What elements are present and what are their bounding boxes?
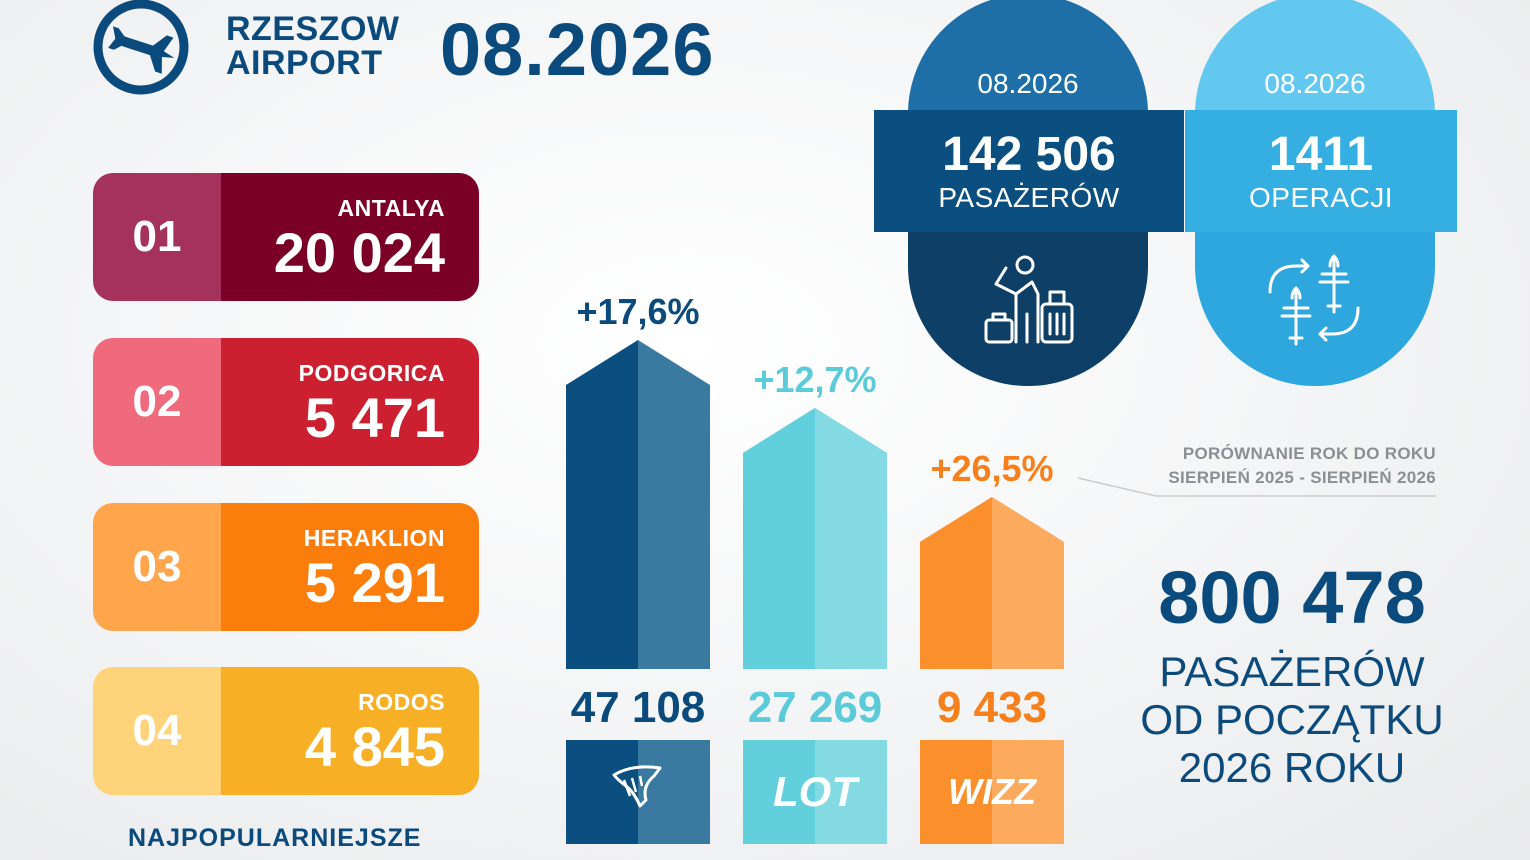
- destination-card-2: 02 PODGORICA 5 471: [93, 338, 479, 466]
- destination-city: RODOS: [358, 689, 445, 715]
- passengers-period: 08.2026: [977, 68, 1079, 99]
- ytd-caption-line3: 2026 ROKU: [1178, 744, 1406, 791]
- bar-change-label: +17,6%: [576, 291, 699, 332]
- destination-rank: 01: [93, 173, 221, 301]
- airline-logo-tile-left: [566, 740, 638, 844]
- ryanair-logo-icon: [612, 765, 662, 808]
- comparison-note-line1: PORÓWNANIE ROK DO ROKU: [1182, 444, 1436, 463]
- destination-rank: 02: [93, 338, 221, 466]
- ytd-caption-line1: PASAŻERÓW: [1159, 648, 1425, 695]
- destination-passengers: 4 845: [304, 715, 445, 778]
- wizz-logo-text: WIZZ: [948, 771, 1038, 812]
- planes-arrows-icon: [1268, 254, 1360, 346]
- destination-card-1: 01 ANTALYA 20 024: [93, 173, 479, 301]
- bar-3-left: [920, 496, 992, 669]
- passengers-band: 142 506 PASAŻERÓW: [874, 110, 1184, 232]
- airline-logo-tile-left: [920, 740, 992, 844]
- passengers-total: 142 506: [942, 128, 1116, 181]
- operations-band: 1411 OPERACJI: [1185, 110, 1457, 232]
- bar-1-left: [566, 340, 638, 669]
- airport-name: RZESZOW AIRPORT: [226, 12, 399, 80]
- airline-logo-tile-right: [815, 740, 887, 844]
- bar-change-label: +26,5%: [930, 448, 1053, 489]
- bar-change-label: +12,7%: [753, 359, 876, 400]
- ytd-caption-line2: OD POCZĄTKU: [1140, 696, 1444, 743]
- destination-city: PODGORICA: [298, 360, 445, 386]
- ytd-caption: PASAŻERÓW OD POCZĄTKU 2026 ROKU: [1110, 648, 1474, 792]
- airline-logo-tile-right: [638, 740, 710, 844]
- destination-city: HERAKLION: [303, 525, 445, 551]
- destination-passengers: 5 471: [304, 386, 445, 449]
- bar-value-label: 47 108: [571, 683, 706, 732]
- airline-logo-tile-left: [743, 740, 815, 844]
- lot-logo-text: LOT: [773, 768, 860, 815]
- destination-card-3: 03 HERAKLION 5 291: [93, 503, 479, 631]
- ryanair-harp-strings: [622, 775, 644, 797]
- airport-name-line2: AIRPORT: [226, 44, 383, 82]
- operations-period: 08.2026: [1264, 68, 1366, 99]
- bar-3-right: [992, 496, 1064, 669]
- bar-2-right: [815, 407, 887, 669]
- destination-city: ANTALYA: [337, 195, 445, 221]
- bar-value-label: 27 269: [748, 683, 883, 732]
- bar-1-right: [638, 340, 710, 669]
- bar-value-label: 9 433: [937, 683, 1047, 732]
- passengers-label: PASAŻERÓW: [938, 182, 1120, 213]
- comparison-note-line2: SIERPIEŃ 2025 - SIERPIEŃ 2026: [1168, 468, 1436, 487]
- airline-logo-tile-right: [992, 740, 1064, 844]
- comparison-divider: [1077, 477, 1436, 497]
- destination-passengers: 5 291: [304, 551, 445, 614]
- comparison-note: PORÓWNANIE ROK DO ROKU SIERPIEŃ 2025 - S…: [1168, 442, 1436, 490]
- airport-name-line1: RZESZOW: [226, 10, 400, 48]
- destinations-caption: NAJPOPULARNIEJSZE: [128, 824, 422, 852]
- destination-passengers: 20 024: [273, 221, 445, 284]
- ytd-passengers: 800 478: [1158, 556, 1426, 639]
- report-period: 08.2026: [440, 8, 715, 91]
- destination-rank: 04: [93, 667, 221, 795]
- destination-rank: 03: [93, 503, 221, 631]
- traveler-luggage-icon: [984, 255, 1074, 344]
- operations-total: 1411: [1268, 128, 1374, 181]
- airport-logo-icon: [93, 0, 189, 95]
- operations-label: OPERACJI: [1248, 182, 1394, 213]
- bar-2-left: [743, 407, 815, 669]
- destination-card-4: 04 RODOS 4 845: [93, 667, 479, 795]
